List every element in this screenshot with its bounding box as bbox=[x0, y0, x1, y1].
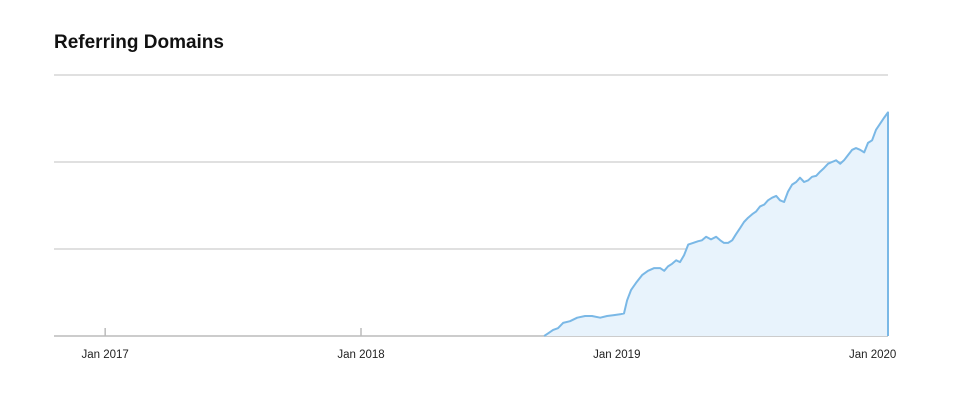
x-tick-label: Jan 2017 bbox=[82, 349, 129, 361]
x-tick-label: Jan 2018 bbox=[337, 349, 384, 361]
x-tick-label: Jan 2019 bbox=[593, 349, 640, 361]
line bbox=[543, 111, 889, 337]
chart-title: Referring Domains bbox=[54, 32, 224, 53]
area bbox=[544, 112, 888, 337]
x-tick-label: Jan 2020 bbox=[849, 349, 896, 361]
